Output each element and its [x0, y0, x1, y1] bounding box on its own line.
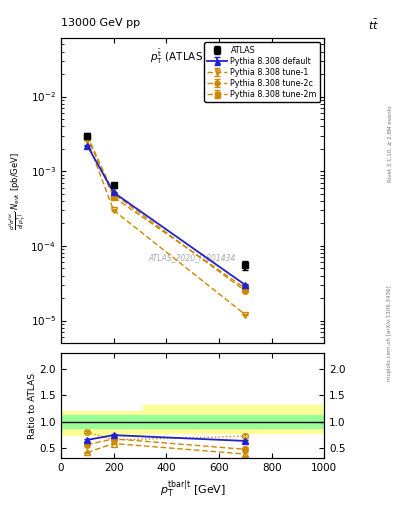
- Text: $t\bar{t}$: $t\bar{t}$: [368, 18, 379, 32]
- Text: Rivet 3.1.10, ≥ 2.8M events: Rivet 3.1.10, ≥ 2.8M events: [387, 105, 392, 182]
- Text: $p_{\rm T}^{\rm \bar{t}}$ (ATLAS ttbar): $p_{\rm T}^{\rm \bar{t}}$ (ATLAS ttbar): [150, 48, 235, 66]
- Y-axis label: Ratio to ATLAS: Ratio to ATLAS: [28, 373, 37, 439]
- Y-axis label: $\frac{d^2\sigma^{\rm fid}}{d\!\left(p_{\rm T}^{\rm T}\right)}\!\cdot\!N_{\rm ev: $\frac{d^2\sigma^{\rm fid}}{d\!\left(p_{…: [7, 152, 28, 229]
- X-axis label: $p^{\rm tbar|t}_{\rm T}$ [GeV]: $p^{\rm tbar|t}_{\rm T}$ [GeV]: [160, 479, 226, 500]
- Legend: ATLAS, Pythia 8.308 default, Pythia 8.308 tune-1, Pythia 8.308 tune-2c, Pythia 8: ATLAS, Pythia 8.308 default, Pythia 8.30…: [204, 42, 320, 102]
- Text: ATLAS_2020_I1801434: ATLAS_2020_I1801434: [149, 253, 236, 262]
- Text: 13000 GeV pp: 13000 GeV pp: [61, 18, 140, 28]
- Text: mcplots.cern.ch [arXiv:1306.3436]: mcplots.cern.ch [arXiv:1306.3436]: [387, 285, 392, 380]
